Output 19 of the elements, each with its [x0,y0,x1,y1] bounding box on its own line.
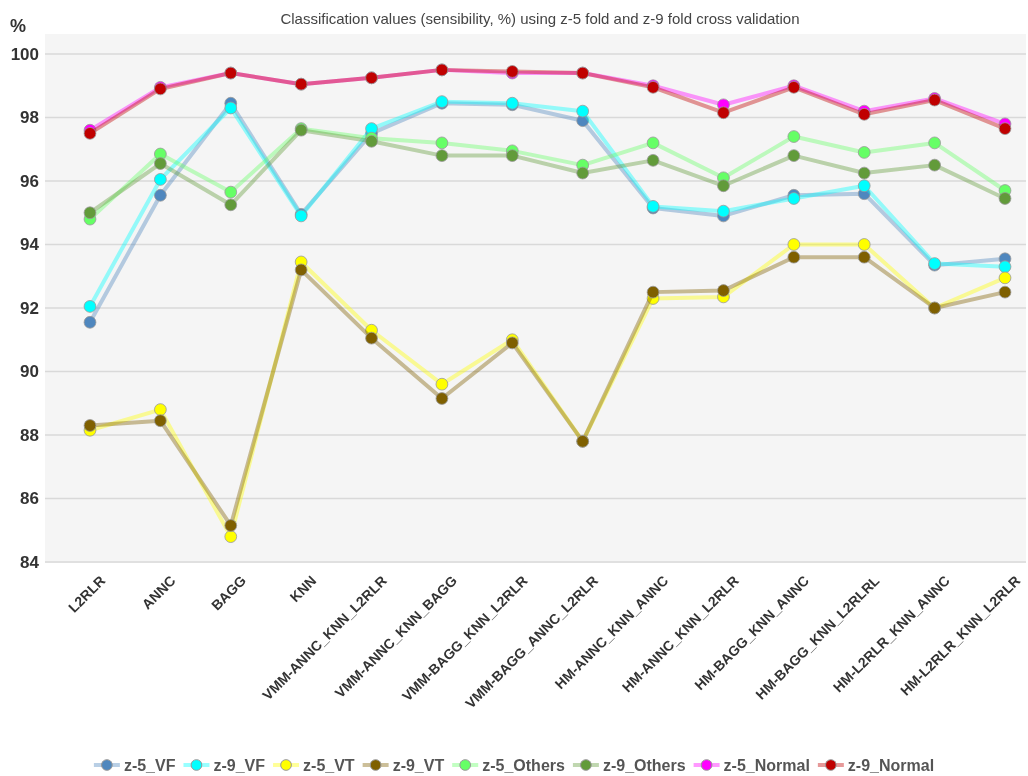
y-tick-label: 86 [20,489,39,509]
y-tick-label: 96 [20,171,39,191]
y-tick-label: 94 [20,235,40,255]
y-tick-label: 84 [20,552,40,572]
y-tick-label: 90 [20,362,39,382]
y-axis-title: % [10,16,27,36]
legend-label: z-9_VT [392,756,445,774]
legend-label: z-5_Others [482,756,565,774]
y-tick-label: 88 [20,425,39,445]
y-tick-label: 100 [10,44,39,64]
chart-title: Classification values (sensibility, %) using z-5 fold and z-9 fold cross validation [280,10,800,27]
legend-label: z-5_Normal [723,756,810,774]
legend-label: z-9_Normal [847,756,935,774]
legend-label: z-9_VF [213,756,266,774]
legend-label: z-9_Others [602,756,686,774]
legend-label: z-5_VF [123,756,176,774]
legend-label: z-5_VT [303,756,355,774]
y-tick-label: 98 [20,108,39,128]
y-tick-label: 92 [20,298,39,318]
